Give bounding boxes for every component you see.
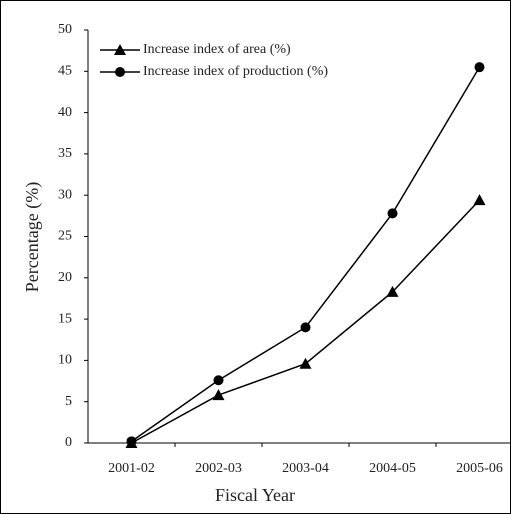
data-point [386,285,399,297]
y-tick-label: 35 [58,146,72,161]
data-point [473,194,486,206]
y-tick-label: 40 [58,105,72,120]
x-tick-label: 2005-06 [456,461,503,476]
y-tick-label: 20 [58,270,72,285]
data-point [299,357,312,369]
x-tick-label: 2004-05 [369,461,416,476]
data-point [126,436,137,447]
y-tick-label: 25 [58,229,72,244]
legend-label: Increase index of area (%) [143,42,291,57]
x-tick-label: 2001-02 [108,461,155,476]
legend-label: Increase index of production (%) [143,64,328,79]
data-point [213,375,224,386]
y-tick-label: 0 [65,435,72,450]
legend-marker [114,44,126,55]
y-axis-label: Percentage (%) [22,182,43,292]
x-tick-label: 2003-04 [282,461,329,476]
y-tick-label: 5 [65,394,72,409]
y-tick-label: 50 [58,22,72,37]
legend-marker [115,67,125,77]
x-axis-label: Fiscal Year [215,485,295,505]
y-tick-label: 10 [58,353,72,368]
y-tick-label: 30 [58,187,72,202]
data-point [474,62,485,73]
y-tick-label: 15 [58,311,72,326]
data-point [300,322,311,333]
data-point [387,208,398,219]
data-point [212,389,225,401]
y-tick-label: 45 [58,64,72,79]
x-tick-label: 2002-03 [195,461,242,476]
